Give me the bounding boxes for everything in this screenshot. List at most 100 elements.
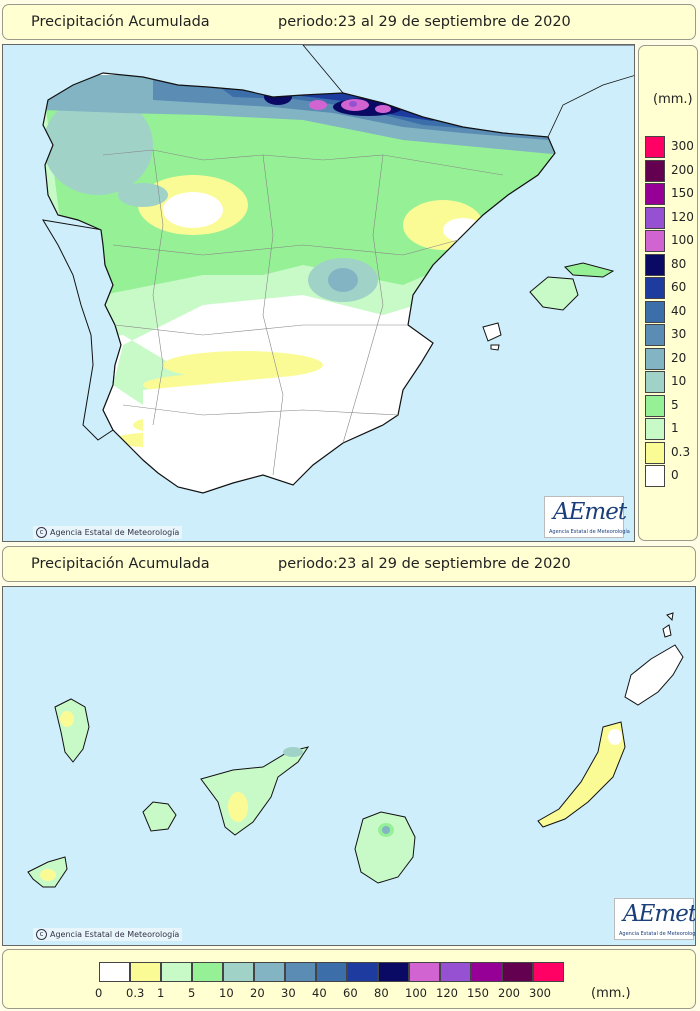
legend-swatch-10 <box>645 371 665 393</box>
legend-label-0.3: 0.3 <box>126 986 145 1000</box>
ibiza <box>482 322 502 342</box>
legend-label-10: 10 <box>671 374 687 388</box>
fuerteventura <box>537 721 626 828</box>
legend-label-1: 1 <box>157 986 165 1000</box>
spain-coastline <box>42 72 556 494</box>
legend-label-100: 100 <box>671 233 694 247</box>
bottom-credit: c Agencia Estatal de Meteorología <box>33 928 183 941</box>
legend-label-200: 200 <box>671 162 694 177</box>
copyright-icon: c <box>36 929 47 940</box>
legend-label-300: 300 <box>529 986 551 1000</box>
legend-swatch-5 <box>645 394 665 417</box>
horizontal-legend: 0 0.3 1 5 10 20 30 40 60 80 100 120 150 200 300 (mm.) <box>2 949 696 1009</box>
legend-label-30: 30 <box>671 327 687 341</box>
bottom-period: periodo:23 al 29 de septiembre de 2020 <box>278 556 571 572</box>
legend-label-100: 100 <box>405 986 427 1000</box>
legend-label-20: 20 <box>250 986 265 1000</box>
logo-name: AEmet <box>553 499 627 525</box>
bottom-title: Precipitación Acumulada <box>31 556 210 572</box>
tenerife <box>200 746 310 836</box>
legend-label-80: 80 <box>671 256 687 271</box>
legend-swatch-30 <box>645 324 665 346</box>
la-graciosa <box>662 624 672 638</box>
legend-swatch-0.3 <box>645 441 665 464</box>
legend-label-5: 5 <box>188 986 196 1000</box>
legend-swatch-120 <box>645 206 665 229</box>
legend-swatch-80 <box>378 962 409 982</box>
la-gomera <box>142 801 177 832</box>
legend-swatch-0 <box>645 465 665 487</box>
legend-swatch-0 <box>99 962 130 982</box>
logo-name: AEmet <box>623 901 696 927</box>
legend-label-30: 30 <box>281 986 296 1000</box>
legend-swatch-60 <box>347 962 378 982</box>
legend-swatch-150 <box>645 183 665 205</box>
legend-label-200: 200 <box>498 986 520 1000</box>
copyright-icon: c <box>36 527 47 538</box>
legend-label-20: 20 <box>671 350 687 365</box>
legend-label-0: 0 <box>671 468 679 482</box>
legend-swatch-80 <box>645 253 665 276</box>
legend-label-300: 300 <box>671 139 694 153</box>
legend-swatch-20 <box>254 962 285 982</box>
horizontal-legend-unit: (mm.) <box>591 986 631 1001</box>
top-title: Precipitación Acumulada <box>31 14 210 30</box>
legend-label-1: 1 <box>671 421 679 435</box>
legend-label-60: 60 <box>671 280 687 294</box>
legend-label-40: 40 <box>671 303 687 318</box>
vertical-legend: (mm.) 0 0.3 1 5 10 20 30 40 60 80 100 120 150 200 300 <box>638 45 698 541</box>
menorca <box>564 262 615 278</box>
legend-label-150: 150 <box>467 986 489 1000</box>
legend-swatch-300 <box>645 136 665 158</box>
legend-swatch-40 <box>645 300 665 323</box>
legend-swatch-5 <box>192 962 223 982</box>
top-period: periodo:23 al 29 de septiembre de 2020 <box>278 14 571 30</box>
legend-swatch-100 <box>645 230 665 252</box>
la-palma <box>54 698 90 763</box>
mallorca <box>529 276 579 311</box>
legend-label-150: 150 <box>671 186 694 200</box>
legend-swatch-100 <box>409 962 440 982</box>
peninsula-map-svg <box>42 45 634 494</box>
legend-swatch-1 <box>161 962 192 982</box>
legend-label-60: 60 <box>343 986 358 1000</box>
gran-canaria <box>354 811 416 884</box>
peninsula-map: c Agencia Estatal de Meteorología AEmet … <box>2 44 635 542</box>
aemet-logo-top: AEmet Agencia Estatal de Meteorología <box>544 496 630 538</box>
legend-label-5: 5 <box>671 397 679 412</box>
top-credit: c Agencia Estatal de Meteorología <box>33 526 183 539</box>
alegranza <box>666 612 674 622</box>
bottom-credit-text: Agencia Estatal de Meteorología <box>50 930 180 939</box>
legend-swatch-1 <box>645 418 665 440</box>
legend-label-40: 40 <box>312 986 327 1000</box>
top-credit-text: Agencia Estatal de Meteorología <box>50 528 180 537</box>
logo-subtitle: Agencia Estatal de Meteorología <box>619 931 696 937</box>
logo-subtitle: Agencia Estatal de Meteorología <box>549 529 630 535</box>
legend-swatch-300 <box>533 962 564 982</box>
legend-swatch-200 <box>502 962 533 982</box>
legend-swatch-200 <box>645 159 665 182</box>
legend-swatch-0.3 <box>130 962 161 982</box>
legend-swatch-60 <box>645 277 665 299</box>
legend-label-120: 120 <box>671 209 694 224</box>
formentera <box>490 344 500 351</box>
vertical-legend-unit: (mm.) <box>653 92 693 107</box>
province-borders <box>102 149 504 476</box>
lanzarote <box>624 644 684 706</box>
canary-map: c Agencia Estatal de Meteorología AEmet … <box>2 586 696 946</box>
aemet-logo-bottom: AEmet Agencia Estatal de Meteorología <box>614 898 696 940</box>
canary-map-svg <box>27 612 684 888</box>
legend-swatch-40 <box>316 962 347 982</box>
legend-label-120: 120 <box>436 986 458 1000</box>
legend-label-0: 0 <box>95 986 103 1000</box>
legend-label-10: 10 <box>219 986 234 1000</box>
legend-swatch-120 <box>440 962 471 982</box>
top-title-bar: Precipitación Acumulada periodo:23 al 29… <box>2 4 696 40</box>
legend-swatch-150 <box>471 962 502 982</box>
legend-swatch-20 <box>645 347 665 370</box>
legend-label-80: 80 <box>374 986 389 1000</box>
legend-label-0.3: 0.3 <box>671 444 691 459</box>
legend-swatch-30 <box>285 962 316 982</box>
bottom-title-bar: Precipitación Acumulada periodo:23 al 29… <box>2 546 696 582</box>
legend-swatch-10 <box>223 962 254 982</box>
